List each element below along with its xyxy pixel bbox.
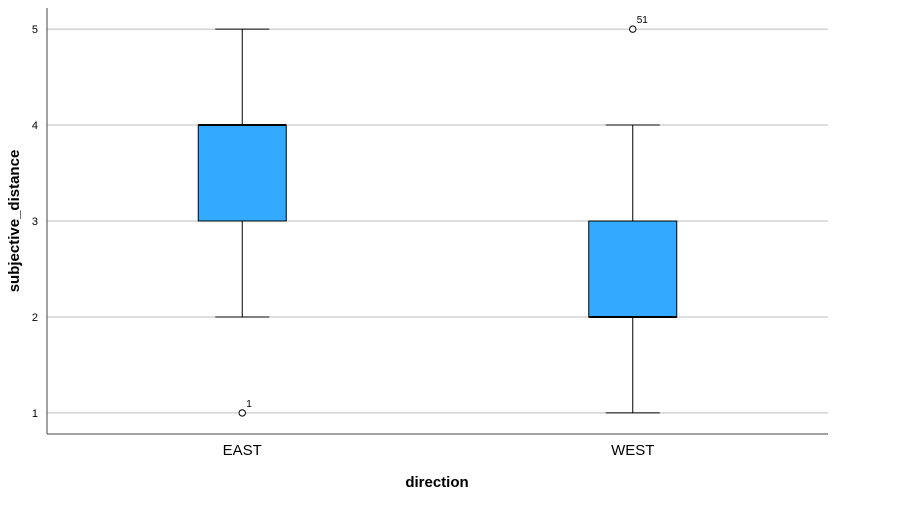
gridlines (47, 28, 828, 414)
y-tick-label-0: 1 (32, 408, 38, 420)
y-tick-label-1: 2 (32, 312, 38, 324)
y-tick-label-4: 5 (32, 24, 38, 36)
outlier-label-0: 51 (637, 15, 649, 26)
outlier-point-0 (238, 409, 246, 417)
box-west: 51 (588, 15, 678, 414)
iqr-box (197, 124, 287, 222)
y-tick-label-3: 4 (32, 120, 38, 132)
y-tick-label-2: 3 (32, 216, 38, 228)
outlier-point-0 (629, 25, 637, 33)
x-axis-title: direction (405, 474, 468, 491)
x-category-label-1: WEST (611, 442, 654, 459)
outlier-label-0: 1 (246, 399, 252, 410)
boxes: 1 51 (197, 15, 678, 417)
y-axis-title: subjective_distance (6, 150, 23, 293)
axes (46, 8, 828, 435)
box-east: 1 (197, 28, 287, 417)
iqr-box (588, 220, 678, 318)
y-tick-labels: 1 2 3 4 5 (32, 24, 38, 420)
x-category-label-0: EAST (223, 442, 262, 459)
x-category-labels: EAST WEST (223, 442, 655, 459)
